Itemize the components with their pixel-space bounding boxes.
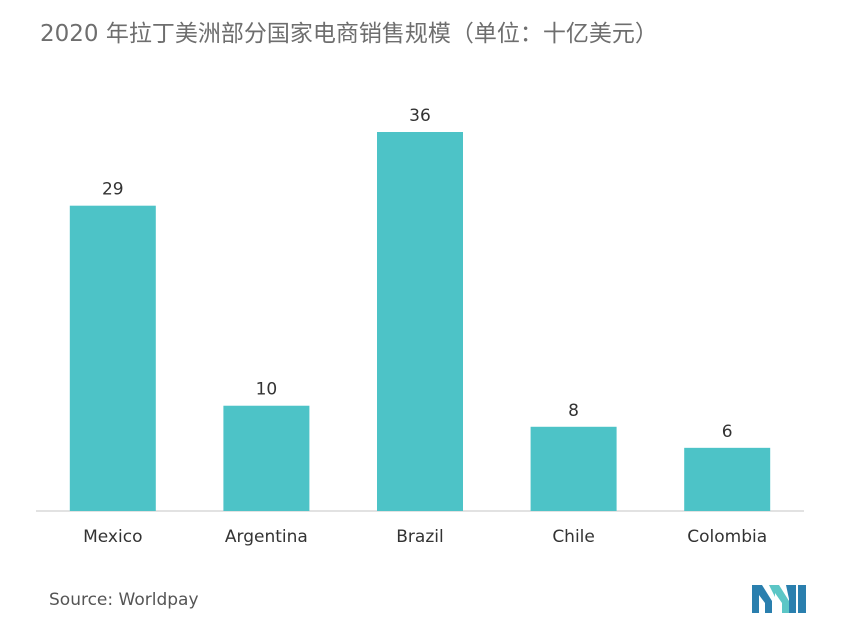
category-label-mexico: Mexico <box>83 527 142 547</box>
value-label-brazil: 36 <box>409 106 431 126</box>
value-label-mexico: 29 <box>102 180 124 200</box>
value-label-colombia: 6 <box>722 422 733 442</box>
category-label-chile: Chile <box>552 527 595 547</box>
category-label-brazil: Brazil <box>396 527 443 547</box>
logo-right-shape <box>786 585 796 613</box>
bar-brazil <box>377 132 463 511</box>
bar-argentina <box>223 405 310 511</box>
value-label-argentina: 10 <box>256 380 278 400</box>
market-intelligence-logo-icon <box>752 585 806 613</box>
category-labels-group: Mexico Argentina Brazil Chile Colombia <box>83 527 767 547</box>
category-label-argentina: Argentina <box>225 527 308 547</box>
logo-right-bar <box>798 585 806 613</box>
bar-mexico <box>69 205 156 511</box>
bar-colombia <box>684 447 771 511</box>
bar-chile <box>530 426 617 511</box>
bars-group <box>69 132 771 511</box>
logo-middle-shape <box>769 585 789 613</box>
logo-left-shape <box>752 585 772 613</box>
value-label-chile: 8 <box>568 401 579 421</box>
source-note: Source: Worldpay <box>49 590 199 610</box>
category-label-colombia: Colombia <box>687 527 767 547</box>
chart-title: 2020 年拉丁美洲部分国家电商销售规模（单位：十亿美元） <box>40 21 658 47</box>
value-labels-group: 29 10 36 8 6 <box>102 106 733 442</box>
